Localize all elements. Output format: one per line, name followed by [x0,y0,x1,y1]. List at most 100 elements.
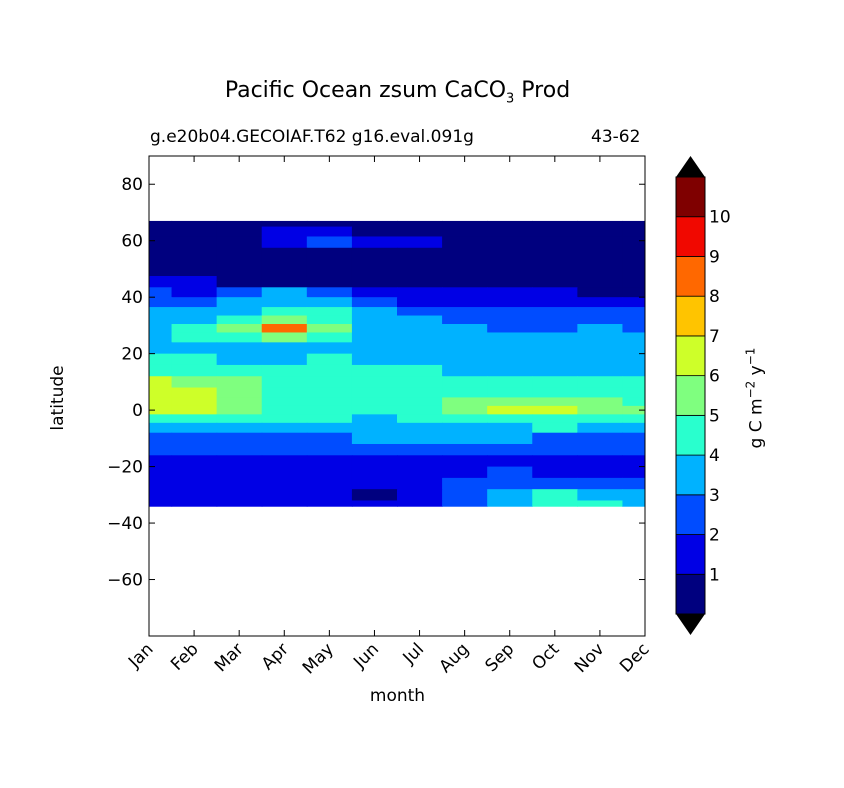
contour-cell [487,444,533,456]
contour-cell [487,297,533,308]
contour-cell [442,324,488,334]
contour-cell [577,405,624,415]
contour-cell [149,397,173,407]
contour-cell [351,477,398,490]
contour-cell [216,387,263,399]
x-tick-label: Jun [349,639,383,673]
x-tick-label: Jul [399,639,428,668]
contour-cell [216,397,263,407]
contour-cell [577,500,624,507]
contour-cell [216,489,263,502]
contour-cell [171,489,218,502]
chart-subtitle-left: g.e20b04.GECOIAF.T62 g16.eval.091g [150,127,474,147]
contour-cell [487,247,533,263]
y-axis-label: latitude [48,365,68,431]
contour-cell [487,489,533,502]
contour-cell [442,376,488,389]
contour-cell [397,236,443,249]
contour-cell [216,220,263,228]
contour-cell [532,405,578,415]
contour-cell [397,297,443,308]
contour-cell [487,397,533,407]
contour-cell [577,307,624,317]
chart-subtitle-right: 43-62 [591,127,641,147]
contour-cell [261,414,308,424]
contour-cell [397,332,443,343]
contour-cell [261,353,308,366]
contour-cell [351,307,398,317]
contour-cell [171,226,218,238]
x-tick-label: Apr [258,639,293,674]
contour-cell [261,444,308,456]
contour-cell [577,342,624,355]
contour-cell [351,220,398,228]
contour-cell [532,247,578,263]
y-tick-label: 20 [121,345,143,365]
colorbar-swatch [675,454,706,496]
contour-cell [397,500,443,507]
contour-cell [351,364,398,377]
contour-cell [487,307,533,317]
contour-cell [216,466,263,479]
contour-cell [261,297,308,308]
contour-cell [306,387,353,399]
contour-cell [171,342,218,355]
contour-cell [216,236,263,249]
contour-cell [487,432,533,445]
contour-cell [532,342,578,355]
contour-cell [351,261,398,277]
contour-cell [532,353,578,366]
contour-cell [261,226,308,238]
contour-cell [306,297,353,308]
contour-cell [442,387,488,399]
contour-cell [351,247,398,263]
contour-cell [306,466,353,479]
contour-cell [216,422,263,434]
contour-cell [216,226,263,238]
contour-cell [532,220,578,228]
contour-cell [351,226,398,238]
contour-cell [261,489,308,502]
contour-cell [487,500,533,507]
contour-cell [442,477,488,490]
contour-cell [577,261,624,277]
contour-cell [622,414,645,424]
contour-cell [261,387,308,399]
contour-cell [532,364,578,377]
x-axis-label: month [369,686,426,706]
contour-cell [306,315,353,325]
colorbar-swatch [675,335,706,377]
x-tick-label: Nov [571,639,609,677]
contour-cell [261,500,308,507]
colorbar: 1 2 3 4 5 6 7 8 9 10 [675,156,731,635]
contour-cell [442,364,488,377]
contour-cell [487,276,533,288]
contour-cell [442,247,488,263]
contour-cell [261,332,308,343]
colorbar-swatch [675,573,706,615]
contour-cell [577,297,624,308]
contour-cell [577,489,624,502]
contour-cell [442,307,488,317]
contour-cell [397,287,443,298]
contour-cell [216,414,263,424]
contour-cell [487,220,533,228]
contour-cell [306,432,353,445]
contour-cell [442,297,488,308]
contour-cell [622,247,645,263]
contour-cell [171,261,218,277]
contour-cell [216,477,263,490]
contour-cell [171,444,218,456]
contour-cell [532,376,578,389]
contour-cell [306,353,353,366]
y-tick-label: 40 [121,288,143,308]
colorbar-label-exp2: −1 [743,347,758,366]
contour-cell [261,315,308,325]
contour-cell [532,226,578,238]
contour-cell [487,332,533,343]
contour-cell [622,297,645,308]
contour-cell [261,397,308,407]
contour-cell [149,276,173,288]
contour-cell [171,376,218,389]
